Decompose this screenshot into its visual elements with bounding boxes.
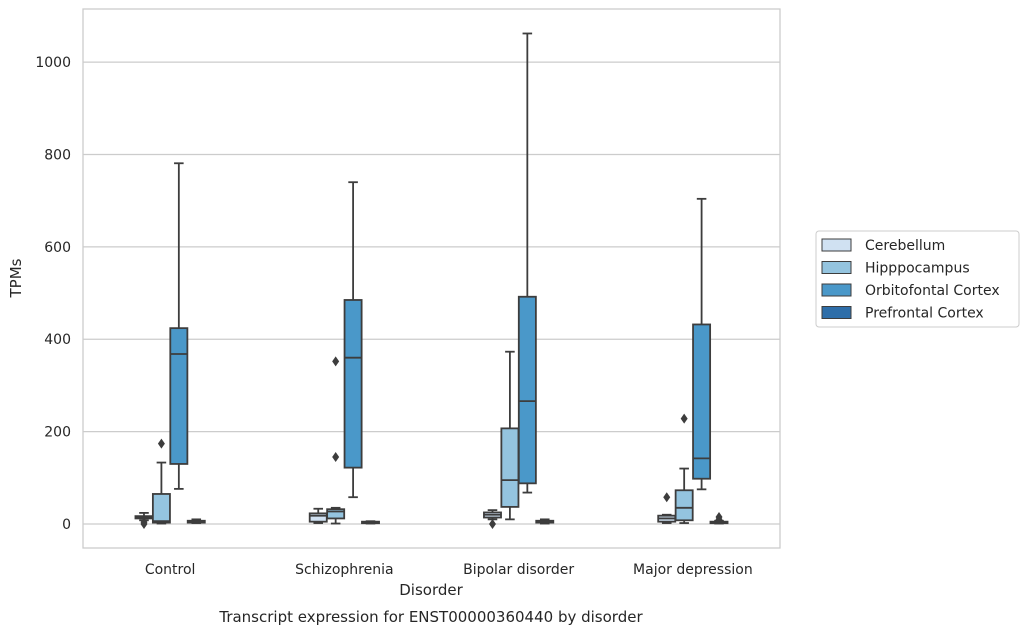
- y-tick-label: 1000: [35, 55, 71, 71]
- box-body: [326, 508, 346, 520]
- box-body: [500, 427, 520, 508]
- box: [361, 520, 380, 525]
- box: [151, 438, 171, 525]
- box-body: [151, 493, 171, 524]
- box-body: [343, 299, 363, 469]
- outlier-point: [140, 517, 148, 528]
- y-tick-label: 400: [44, 332, 71, 348]
- x-tick-label: Control: [145, 562, 196, 578]
- y-axis-ticks: 0 200 400 600 800 1000: [35, 55, 71, 533]
- legend-entry: Orbitofontal Cortex: [821, 283, 1000, 299]
- x-axis-label: Disorder: [399, 581, 463, 599]
- x-tick-label: Bipolar disorder: [463, 562, 574, 578]
- box: [657, 492, 677, 524]
- category-group: [308, 181, 380, 525]
- box: [186, 518, 206, 524]
- legend-entry: Hipppocampus: [821, 261, 970, 277]
- y-tick-label: 600: [44, 240, 71, 256]
- outlier-point: [332, 452, 340, 463]
- box: [674, 413, 694, 524]
- box: [709, 512, 729, 525]
- legend-label: Hipppocampus: [865, 261, 970, 277]
- outlier-point: [332, 356, 340, 367]
- box: [169, 162, 189, 490]
- plot-area-frame: [82, 8, 781, 549]
- box: [308, 507, 328, 524]
- outlier-point: [157, 438, 165, 449]
- outlier-point: [680, 413, 688, 424]
- box-body: [692, 323, 712, 480]
- legend-label: Orbitofontal Cortex: [865, 283, 1000, 299]
- x-axis-ticks: Control Schizophrenia Bipolar disorder Majo…: [145, 562, 753, 578]
- box: [500, 350, 520, 521]
- category-group: [134, 162, 206, 529]
- box: [134, 511, 154, 529]
- box-groups: [134, 32, 729, 529]
- legend-swatch: [821, 238, 852, 252]
- outlier-point: [488, 518, 496, 529]
- legend-swatch: [821, 283, 852, 297]
- y-axis-label: TPMs: [7, 258, 25, 298]
- legend: Cerebellum Hipppocampus Orbitofontal Corte…: [815, 230, 1020, 328]
- box-body: [674, 489, 694, 522]
- legend-entry: Prefrontal Cortex: [821, 306, 984, 322]
- x-tick-label: Major depression: [633, 562, 753, 578]
- category-group: [483, 32, 555, 529]
- y-tick-label: 800: [44, 147, 71, 163]
- grid-lines: [83, 61, 780, 525]
- legend-swatch: [821, 261, 852, 274]
- outlier-point: [663, 492, 671, 503]
- box: [517, 32, 537, 494]
- legend-label: Prefrontal Cortex: [865, 306, 984, 322]
- outlier-point: [715, 512, 723, 523]
- box: [483, 509, 502, 529]
- y-tick-label: 200: [44, 425, 71, 441]
- y-tick-label: 0: [62, 517, 71, 533]
- category-group: [657, 197, 729, 525]
- box-body: [517, 295, 537, 485]
- legend-entry: Cerebellum: [821, 238, 945, 254]
- legend-swatch: [821, 306, 852, 319]
- legend-label: Cerebellum: [865, 238, 945, 254]
- legend-frame: [815, 230, 1020, 328]
- chart-title: Transcript expression for ENST0000036044…: [218, 608, 643, 626]
- box: [343, 181, 363, 499]
- box: [535, 518, 555, 525]
- x-tick-label: Schizophrenia: [295, 562, 393, 578]
- box: [692, 197, 712, 491]
- box: [326, 356, 346, 525]
- box-body: [308, 512, 328, 523]
- box-body: [169, 327, 189, 465]
